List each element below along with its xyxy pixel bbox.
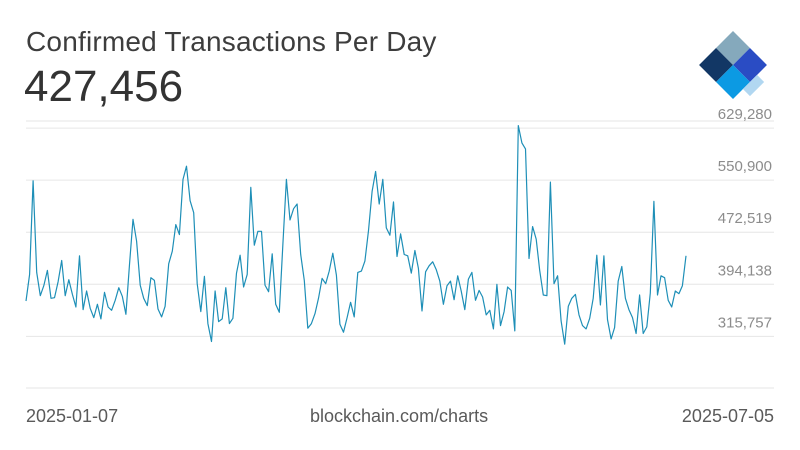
series-line [25, 124, 687, 345]
x-axis-start-date: 2025-01-07 [26, 406, 119, 426]
logo-piece-edge [742, 74, 765, 97]
y-axis-ticks: 315,757 394,138 472,519 550,900 629,280 [718, 106, 772, 331]
x-axis-end-date: 2025-07-05 [681, 406, 774, 426]
grid-lines [26, 120, 774, 389]
y-tick-label: 394,138 [718, 262, 772, 279]
chart-title: Confirmed Transactions Per Day [26, 26, 437, 57]
blockchain-logo-icon[interactable] [692, 24, 774, 106]
current-value: 427,456 [24, 62, 184, 111]
y-tick-label: 315,757 [718, 314, 772, 331]
y-tick-label: 472,519 [718, 210, 772, 227]
y-tick-label: 550,900 [718, 158, 772, 175]
y-tick-label: 629,280 [718, 106, 772, 123]
source-link[interactable]: blockchain.com/charts [310, 406, 489, 426]
